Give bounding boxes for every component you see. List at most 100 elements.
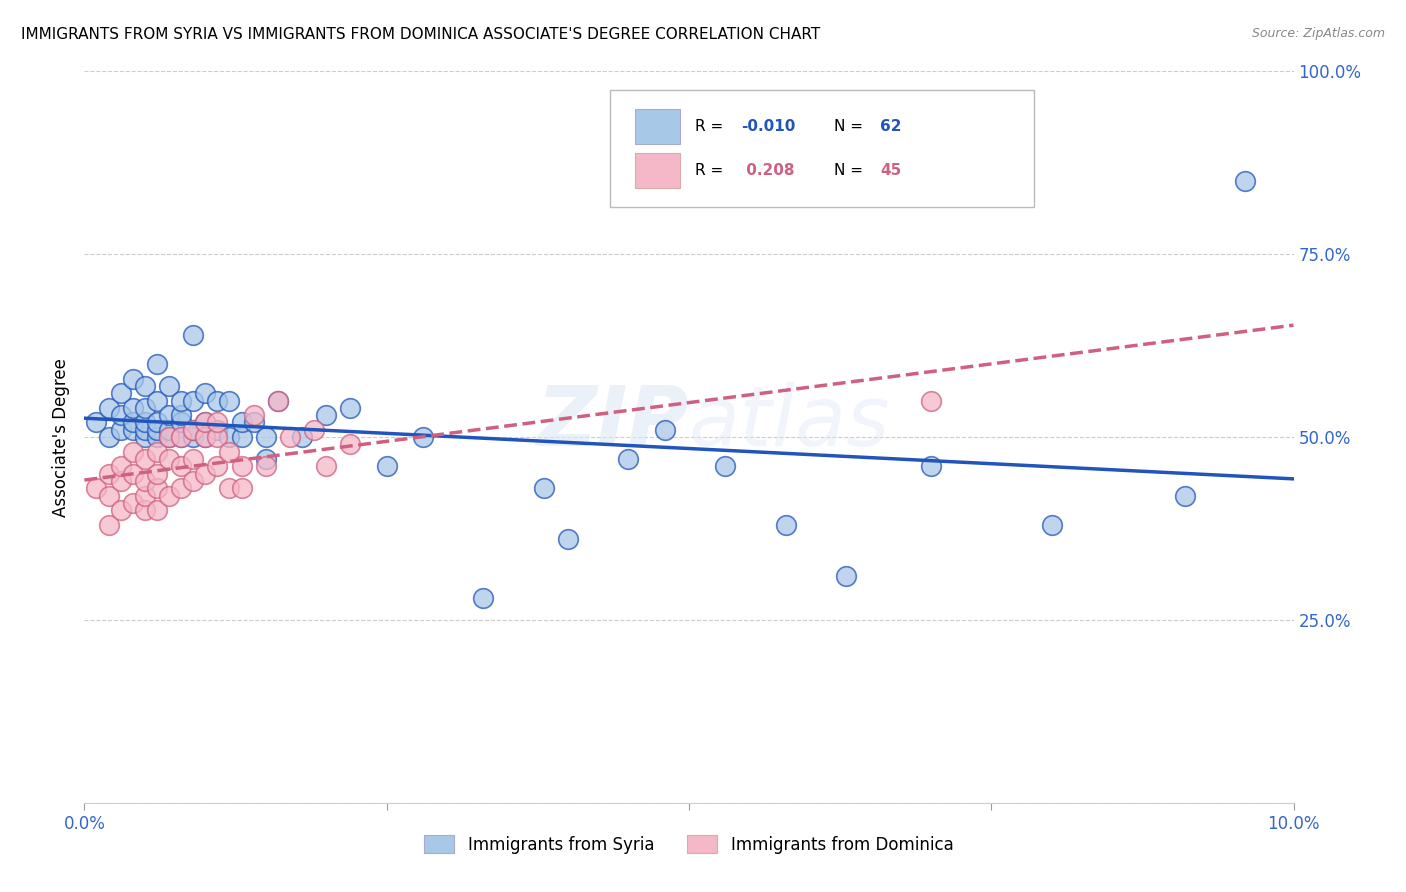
Point: [207, 423, 229, 437]
Point: [121, 467, 143, 481]
Point: [157, 452, 180, 467]
Text: 45: 45: [880, 162, 901, 178]
FancyBboxPatch shape: [610, 90, 1033, 207]
Point: [654, 423, 676, 437]
Point: [134, 452, 156, 467]
Point: [121, 423, 143, 437]
Point: [134, 401, 156, 415]
Point: [134, 379, 156, 393]
Point: [134, 489, 156, 503]
Point: [339, 437, 361, 451]
Point: [207, 393, 229, 408]
Point: [170, 416, 193, 430]
Point: [267, 393, 290, 408]
Point: [278, 430, 301, 444]
Point: [97, 430, 120, 444]
Point: [146, 423, 169, 437]
Point: [775, 517, 797, 532]
Point: [170, 430, 193, 444]
Point: [194, 386, 217, 401]
Point: [86, 416, 108, 430]
Point: [121, 401, 143, 415]
Point: [134, 430, 156, 444]
Point: [375, 459, 398, 474]
Point: [110, 408, 132, 422]
Point: [181, 452, 204, 467]
Text: R =: R =: [695, 119, 728, 134]
Point: [146, 481, 169, 495]
Point: [110, 423, 132, 437]
Point: [207, 416, 229, 430]
Point: [86, 481, 108, 495]
Point: [157, 430, 180, 444]
Point: [97, 489, 120, 503]
Point: [218, 444, 240, 458]
Point: [714, 459, 737, 474]
Point: [242, 408, 264, 422]
Text: R =: R =: [695, 162, 728, 178]
Point: [170, 393, 193, 408]
Point: [146, 467, 169, 481]
Point: [121, 416, 143, 430]
Point: [218, 430, 240, 444]
Point: [231, 430, 253, 444]
Point: [1040, 517, 1063, 532]
Point: [97, 517, 120, 532]
Point: [134, 474, 156, 488]
Bar: [634, 153, 681, 187]
Point: [254, 452, 277, 467]
Point: [97, 401, 120, 415]
Point: [231, 481, 253, 495]
Point: [231, 459, 253, 474]
Point: [170, 430, 193, 444]
Point: [254, 459, 277, 474]
Point: [146, 444, 169, 458]
Point: [110, 503, 132, 517]
Point: [157, 379, 180, 393]
Point: [181, 393, 204, 408]
Point: [339, 401, 361, 415]
Point: [134, 416, 156, 430]
Point: [194, 430, 217, 444]
Point: [412, 430, 434, 444]
Point: [170, 481, 193, 495]
Point: [121, 496, 143, 510]
Point: [472, 591, 495, 605]
Point: [835, 569, 858, 583]
Point: [97, 467, 120, 481]
Point: [194, 416, 217, 430]
Text: N =: N =: [834, 162, 868, 178]
Point: [207, 430, 229, 444]
Text: ZIP: ZIP: [536, 382, 689, 463]
Text: atlas: atlas: [689, 382, 890, 463]
Point: [194, 430, 217, 444]
Point: [157, 408, 180, 422]
Point: [110, 459, 132, 474]
Point: [157, 489, 180, 503]
Point: [134, 423, 156, 437]
Legend: Immigrants from Syria, Immigrants from Dominica: Immigrants from Syria, Immigrants from D…: [418, 829, 960, 860]
Point: [146, 393, 169, 408]
Point: [617, 452, 640, 467]
Point: [920, 393, 942, 408]
Point: [134, 503, 156, 517]
Point: [315, 459, 337, 474]
Point: [920, 459, 942, 474]
Point: [207, 459, 229, 474]
Point: [170, 459, 193, 474]
Point: [302, 423, 325, 437]
Point: [121, 371, 143, 385]
Point: [110, 474, 132, 488]
Point: [181, 474, 204, 488]
Point: [231, 416, 253, 430]
Text: 0.208: 0.208: [741, 162, 794, 178]
Text: IMMIGRANTS FROM SYRIA VS IMMIGRANTS FROM DOMINICA ASSOCIATE'S DEGREE CORRELATION: IMMIGRANTS FROM SYRIA VS IMMIGRANTS FROM…: [21, 27, 820, 42]
Text: -0.010: -0.010: [741, 119, 796, 134]
Text: 62: 62: [880, 119, 901, 134]
Y-axis label: Associate's Degree: Associate's Degree: [52, 358, 70, 516]
Point: [146, 357, 169, 371]
Point: [557, 533, 579, 547]
Point: [291, 430, 314, 444]
Point: [194, 467, 217, 481]
Point: [181, 327, 204, 342]
